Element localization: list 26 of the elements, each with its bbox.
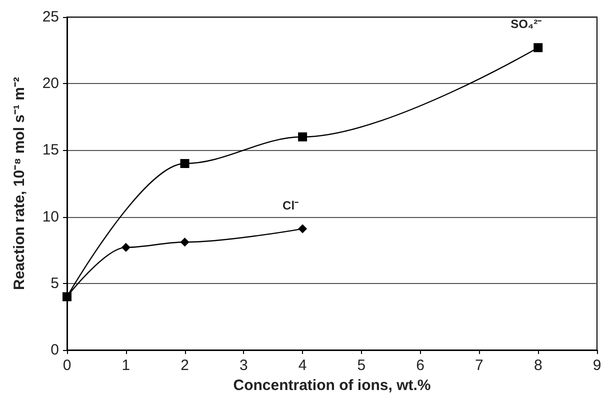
y-tick-label: 15 [42,142,59,159]
point [298,224,308,234]
x-tick-label: 8 [534,357,542,374]
point [298,132,308,142]
y-tick-label: 5 [50,274,59,292]
x-tick-label: 1 [122,357,130,374]
point [121,242,130,252]
x-tick-label: 6 [416,357,425,374]
series-label: Cl⁻ [282,198,299,212]
y-tick-label: 25 [42,8,59,26]
x-tick-label: 9 [592,357,602,374]
y-tick-label: 20 [42,75,59,92]
x-axis-title: Concentration of ions, wt.% [233,376,431,394]
y-tick-label: 0 [50,342,59,358]
y-tick-label: 10 [42,208,59,226]
y-axis-title: Reaction rate, 10⁻⁸ mol s⁻¹ m⁻² [11,77,28,290]
x-tick-label: 0 [62,357,72,374]
series-label: SO₄²⁻ [510,17,542,32]
x-tick-label: 5 [357,357,366,374]
x-tick-label: 2 [180,357,189,374]
point [534,43,543,52]
point [180,238,190,247]
x-tick-label: 7 [475,357,484,374]
x-tick-label: 4 [298,357,307,374]
point [180,159,190,168]
x-tick-label: 3 [239,357,248,374]
